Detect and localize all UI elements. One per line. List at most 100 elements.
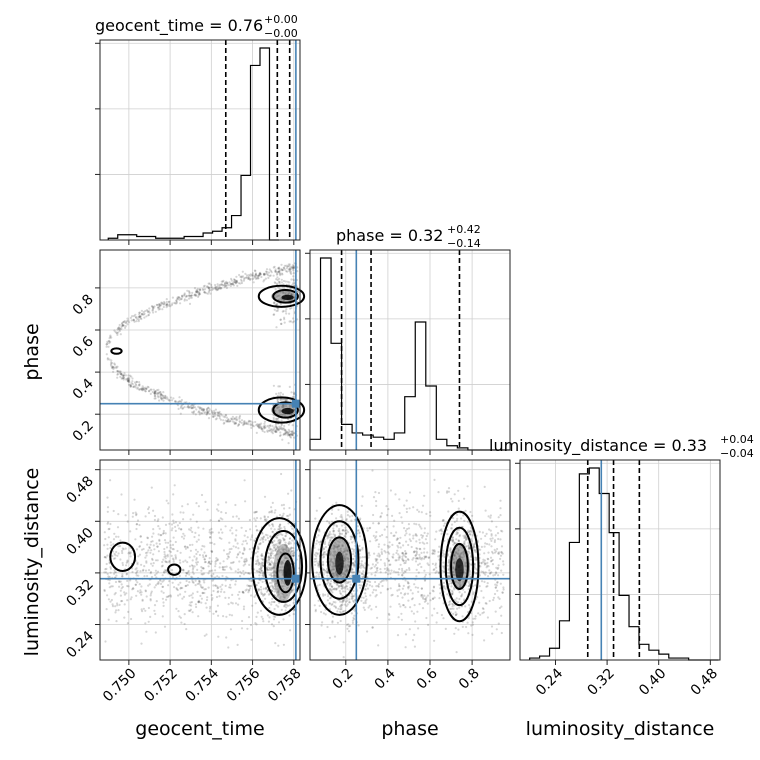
sample-point [502, 573, 505, 576]
sample-point [208, 557, 211, 560]
sample-point [145, 595, 148, 598]
sample-point [274, 288, 277, 291]
sample-point [214, 560, 217, 563]
sample-point [153, 514, 157, 518]
sample-point [200, 407, 203, 410]
sample-point [405, 568, 408, 572]
sample-point [398, 585, 401, 588]
sample-point [218, 536, 221, 540]
sample-point [340, 524, 344, 527]
sample-point [182, 532, 185, 535]
sample-point [408, 567, 411, 570]
xtick-label: 0.758 [265, 666, 305, 706]
sample-point [149, 392, 152, 395]
sample-point [315, 557, 318, 560]
sample-point [243, 548, 246, 551]
sample-point [161, 615, 164, 618]
sample-point [413, 645, 416, 648]
sample-point [283, 321, 286, 324]
sample-point [276, 309, 279, 312]
sample-point [144, 515, 147, 518]
sample-point [166, 304, 169, 307]
sample-point [205, 606, 208, 609]
sample-point [270, 581, 273, 584]
sample-point [189, 608, 192, 611]
sample-point [164, 570, 167, 573]
sample-point [178, 521, 181, 525]
sample-point [407, 523, 410, 526]
sample-point [127, 610, 130, 614]
sample-point [147, 389, 151, 393]
sample-point [342, 610, 345, 613]
sample-point [248, 579, 251, 582]
sample-point [191, 611, 194, 614]
sample-point [438, 597, 441, 600]
sample-point [209, 607, 212, 610]
sample-point [194, 548, 198, 551]
sample-point [219, 590, 223, 593]
sample-point [493, 539, 497, 542]
sample-point [219, 585, 222, 588]
sample-point [141, 385, 144, 388]
sample-point [179, 511, 182, 514]
sample-point [122, 376, 125, 379]
sample-point [404, 633, 408, 636]
sample-point [413, 583, 416, 586]
sample-point [415, 568, 418, 572]
sample-point [132, 587, 135, 590]
sample-point [405, 499, 408, 502]
sample-point [188, 594, 191, 598]
sample-point [315, 509, 318, 512]
sample-point [191, 592, 194, 595]
sample-point [269, 269, 273, 272]
sample-point [317, 599, 320, 602]
sample-point [266, 536, 269, 540]
sample-point [148, 311, 151, 314]
sample-point [106, 342, 109, 345]
sample-point [215, 289, 218, 292]
sample-point [162, 399, 165, 402]
sample-point [405, 552, 408, 555]
sample-point [487, 575, 490, 578]
sample-point [288, 268, 291, 271]
sample-point [421, 504, 425, 507]
sample-point [106, 572, 109, 576]
sample-point [113, 532, 116, 535]
sample-point [456, 607, 459, 610]
sample-point [192, 572, 195, 575]
sample-point [333, 534, 337, 538]
sample-point [223, 591, 226, 594]
sample-point [251, 278, 254, 281]
sample-point [156, 559, 159, 562]
sample-point [232, 545, 235, 548]
sample-point [421, 541, 424, 544]
xlabel-geocent-time: geocent_time [135, 718, 264, 740]
sample-point [140, 563, 143, 566]
sample-point [158, 542, 161, 546]
sample-point [235, 515, 238, 518]
sample-point [466, 621, 469, 624]
sample-point [290, 433, 294, 437]
sample-point [500, 569, 503, 572]
sample-point [219, 528, 223, 531]
sample-point [229, 529, 232, 532]
sample-point [280, 278, 283, 281]
sample-point [292, 272, 295, 275]
sample-point [261, 562, 264, 565]
sample-point [283, 604, 286, 607]
sample-point [109, 567, 112, 570]
sample-point [103, 571, 106, 574]
sample-point [169, 544, 172, 547]
sample-point [332, 600, 335, 604]
sample-point [335, 501, 338, 504]
sample-point [341, 590, 344, 593]
sample-point [165, 300, 168, 304]
sample-point [160, 301, 163, 304]
sample-point [437, 491, 440, 494]
sample-point [472, 591, 475, 594]
sample-point [109, 479, 112, 482]
sample-point [207, 586, 210, 589]
sample-point [404, 550, 407, 553]
sample-point [135, 572, 138, 575]
sample-point [225, 286, 228, 290]
